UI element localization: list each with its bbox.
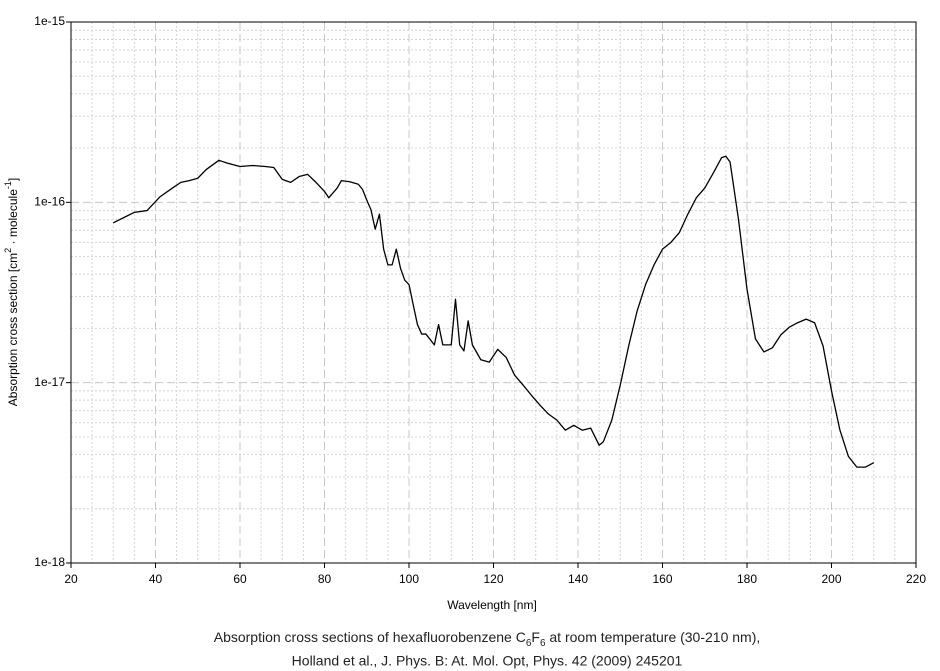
- y-label-part: 2: [3, 248, 13, 253]
- y-label-part: -1: [3, 181, 13, 189]
- y-tick-label: 1e-18: [34, 555, 65, 569]
- x-tick-label: 140: [568, 572, 588, 586]
- x-tick-label: 220: [906, 572, 926, 586]
- x-tick-label: 40: [149, 572, 163, 586]
- y-axis-label: Absorption cross section [cm2 · molecule…: [3, 178, 20, 406]
- caption-part: Absorption cross sections of hexafluorob…: [214, 629, 526, 645]
- y-label-part: Absorption cross section [cm: [6, 253, 20, 406]
- x-tick-label: 20: [64, 572, 78, 586]
- x-tick-label: 100: [399, 572, 419, 586]
- caption-line: Absorption cross sections of hexafluorob…: [214, 629, 761, 649]
- x-tick-label: 200: [821, 572, 841, 586]
- y-tick-label: 1e-17: [34, 375, 65, 389]
- caption-part: at room temperature (30-210 nm),: [546, 629, 761, 645]
- y-tick-label: 1e-16: [34, 195, 65, 209]
- y-tick-label: 1e-15: [34, 14, 65, 28]
- x-tick-label: 120: [483, 572, 503, 586]
- y-label-part: · molecule: [6, 189, 20, 248]
- caption-line: Holland et al., J. Phys. B: At. Mol. Opt…: [292, 653, 683, 669]
- x-tick-label: 60: [233, 572, 247, 586]
- caption-part: 6: [526, 638, 532, 649]
- x-axis-label: Wavelength [nm]: [447, 598, 537, 612]
- caption-part: F: [531, 629, 540, 645]
- x-tick-label: 160: [652, 572, 672, 586]
- x-tick-label: 180: [737, 572, 757, 586]
- caption-part: 6: [540, 638, 546, 649]
- data-line: [112, 155, 875, 468]
- x-tick-label: 80: [318, 572, 332, 586]
- y-label-part: ]: [6, 178, 20, 181]
